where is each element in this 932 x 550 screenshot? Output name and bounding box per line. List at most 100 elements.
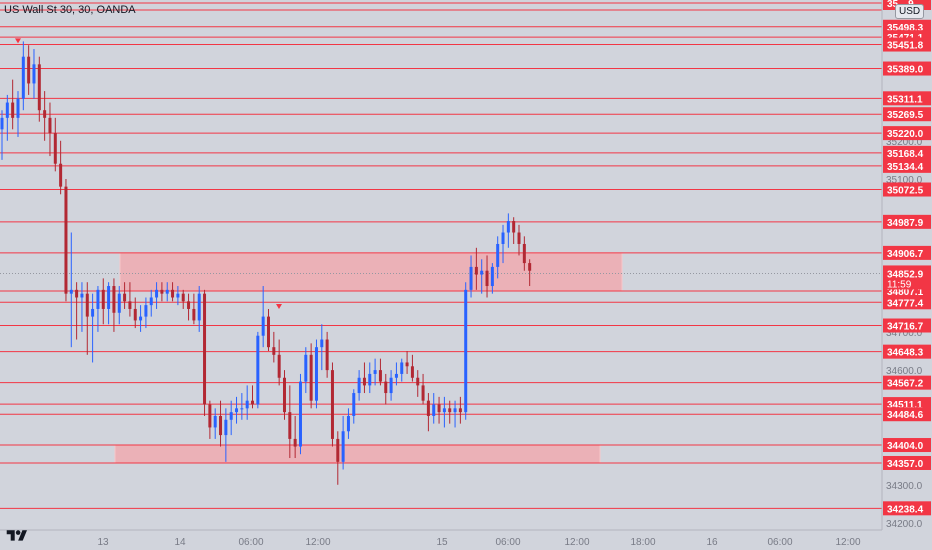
candle-body (21, 56, 25, 99)
candle-body (362, 377, 366, 386)
candle-body (389, 377, 393, 394)
candle-body (517, 232, 521, 244)
level-price-label: 35134.4 (887, 162, 924, 173)
candle-body (277, 354, 281, 378)
level-price-label: 35498.3 (887, 23, 924, 34)
candle-body (91, 308, 95, 317)
candle-body (208, 404, 212, 428)
current-price-label-bg (883, 265, 931, 290)
zones (114, 252, 623, 464)
candle-body (0, 117, 4, 130)
candle-body (400, 362, 404, 374)
level-price-label-bg (883, 375, 931, 390)
candle-body (304, 354, 308, 382)
candle-body (453, 408, 457, 413)
currency-button[interactable]: USD (895, 4, 925, 19)
candle-body (405, 362, 409, 367)
level-price-label-bg (883, 158, 931, 173)
level-price-label: 34906.7 (887, 249, 924, 260)
candle-body (96, 289, 100, 309)
level-price-label-bg (883, 214, 931, 229)
time-tick-label: 12:00 (835, 537, 860, 548)
level-price-label: 34404.0 (887, 441, 924, 452)
candle-body (288, 412, 292, 439)
candle-body (512, 221, 516, 233)
level-price-label-bg (883, 295, 931, 310)
level-price-label: 35072.5 (887, 186, 924, 197)
time-tick-label: 12:00 (564, 537, 589, 548)
candle-body (522, 243, 526, 264)
level-price-label-bg (883, 182, 931, 197)
candle-body (373, 370, 377, 374)
candle-body (336, 438, 340, 462)
candle-body (272, 347, 276, 355)
candle-body (11, 102, 15, 118)
symbol-title[interactable]: US Wall St 30, 30, OANDA (4, 4, 136, 16)
candle-body (144, 305, 148, 317)
candle-body (245, 400, 249, 409)
candle-body (490, 266, 494, 287)
candle-body (112, 286, 116, 313)
candle-body (224, 419, 228, 436)
candles (0, 41, 532, 485)
time-tick-label: 12:00 (305, 537, 330, 548)
time-axis[interactable] (0, 530, 882, 550)
level-price-label: 34716.7 (887, 322, 924, 333)
candle-body (384, 381, 388, 394)
candle-body (346, 415, 350, 432)
candle-body (160, 289, 164, 294)
candle-body (458, 408, 462, 413)
level-price-label: 34567.2 (887, 379, 924, 390)
price-tick-label: 34700.0 (886, 328, 923, 339)
price-tick-label: 34600.0 (886, 366, 923, 377)
zone-rect (114, 444, 601, 464)
zone-rect (119, 252, 623, 292)
candle-body (352, 393, 356, 416)
level-price-label: 35269.5 (887, 110, 924, 121)
candle-body (32, 64, 36, 84)
level-price-label-bg (883, 455, 931, 470)
time-tick-label: 06:00 (767, 537, 792, 548)
price-tick-label: 34300.0 (886, 481, 923, 492)
tradingview-logo-icon[interactable] (6, 528, 28, 544)
time-axis-ticks: 13 14 06:00 12:00 15 06:00 12:00 18:00 16 06:00 12… (97, 537, 861, 548)
candle-body (197, 293, 201, 321)
candle-body (43, 110, 47, 118)
candle-body (282, 377, 286, 413)
candle-body (267, 316, 270, 348)
candle-body (101, 289, 105, 309)
candle-body (59, 163, 63, 187)
candle-body (378, 370, 382, 382)
level-price-label: 34777.4 (887, 298, 924, 309)
candle-body (123, 293, 127, 302)
candle-body (432, 404, 436, 416)
candle-body (410, 366, 414, 378)
candle-body (213, 415, 217, 428)
time-tick-label: 06:00 (495, 537, 520, 548)
price-tick-label: 34200.0 (886, 519, 923, 530)
level-price-label: 34807.1 (887, 287, 924, 298)
time-tick-label: 06:00 (238, 537, 263, 548)
time-tick-label: 14 (174, 537, 186, 548)
level-price-label: 34987.9 (887, 218, 924, 229)
level-price-label: 34648.3 (887, 348, 924, 359)
candle-body (442, 408, 446, 413)
candle-body (53, 133, 57, 164)
level-price-label-bg (883, 344, 931, 359)
time-tick-label: 18:00 (630, 537, 655, 548)
countdown-label: 11:59 (887, 279, 912, 290)
candle-body (298, 381, 302, 447)
level-price-label: 34511.1 (887, 400, 923, 411)
candle-body (155, 289, 159, 298)
level-lines (0, 2, 882, 509)
candle-body (69, 289, 73, 294)
candle-body (448, 408, 452, 413)
price-tick-label: 35100.0 (886, 175, 923, 186)
candle-body (251, 400, 255, 405)
candle-body (426, 400, 430, 416)
time-tick-label: 13 (97, 537, 109, 548)
level-price-label-bg (883, 61, 931, 76)
candle-body (437, 404, 441, 413)
candle-body (176, 293, 180, 298)
